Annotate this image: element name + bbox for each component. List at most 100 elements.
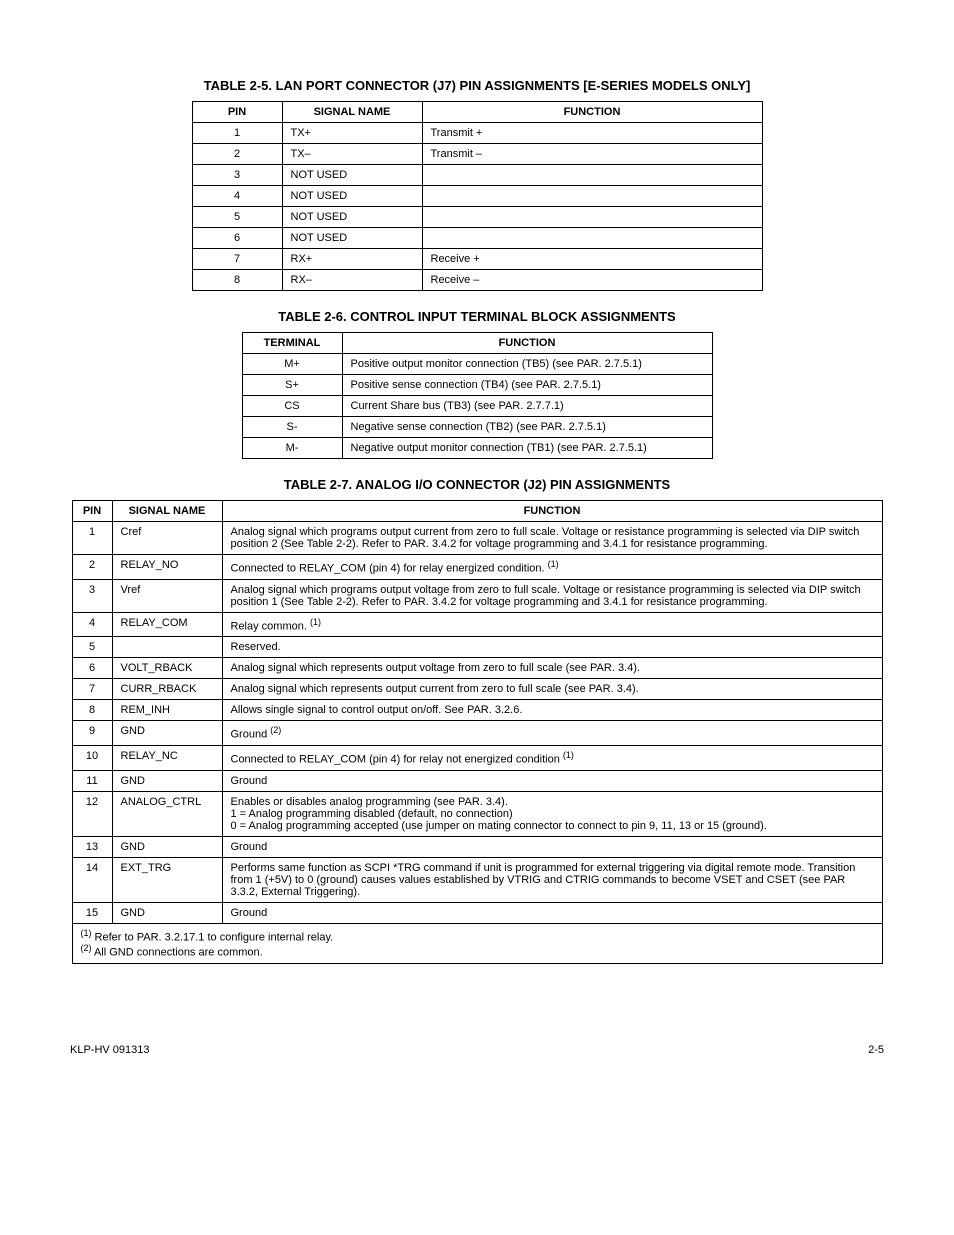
- cell-function: Transmit +: [422, 123, 762, 144]
- cell-function: [422, 228, 762, 249]
- cell-pin: 1: [72, 522, 112, 555]
- cell-pin: 14: [72, 857, 112, 902]
- cell-signal: TX–: [282, 144, 422, 165]
- cell-function: Ground: [222, 770, 882, 791]
- cell-terminal: CS: [242, 396, 342, 417]
- cell-function: Connected to RELAY_COM (pin 4) for relay…: [222, 555, 882, 580]
- footnote-1-sup: (1): [81, 928, 92, 938]
- cell-signal: GND: [112, 770, 222, 791]
- table-row: 12ANALOG_CTRLEnables or disables analog …: [72, 791, 882, 836]
- cell-function: Ground: [222, 836, 882, 857]
- cell-signal: CURR_RBACK: [112, 679, 222, 700]
- cell-pin: 4: [72, 612, 112, 637]
- table-row: 8RX–Receive –: [192, 270, 762, 291]
- th-terminal: TERMINAL: [242, 333, 342, 354]
- cell-function: Analog signal which programs output curr…: [222, 522, 882, 555]
- th-signal: SIGNAL NAME: [282, 102, 422, 123]
- table-2-5: PIN SIGNAL NAME FUNCTION 1TX+Transmit +2…: [192, 101, 763, 291]
- cell-pin: 10: [72, 745, 112, 770]
- cell-pin: 11: [72, 770, 112, 791]
- cell-function: Current Share bus (TB3) (see PAR. 2.7.7.…: [342, 396, 712, 417]
- cell-signal: GND: [112, 836, 222, 857]
- cell-signal: Vref: [112, 579, 222, 612]
- table-row: 6VOLT_RBACKAnalog signal which represent…: [72, 658, 882, 679]
- cell-signal: TX+: [282, 123, 422, 144]
- cell-pin: 8: [72, 700, 112, 721]
- table-row: 15GNDGround: [72, 902, 882, 923]
- th-signal: SIGNAL NAME: [112, 501, 222, 522]
- table-2-6: TERMINAL FUNCTION M+Positive output moni…: [242, 332, 713, 459]
- cell-pin: 2: [192, 144, 282, 165]
- cell-signal: RELAY_NO: [112, 555, 222, 580]
- cell-function: Receive +: [422, 249, 762, 270]
- table-row: 4RELAY_COMRelay common. (1): [72, 612, 882, 637]
- th-pin: PIN: [72, 501, 112, 522]
- table-row: 14EXT_TRGPerforms same function as SCPI …: [72, 857, 882, 902]
- cell-pin: 7: [72, 679, 112, 700]
- cell-function: Performs same function as SCPI *TRG comm…: [222, 857, 882, 902]
- table-row: 4NOT USED: [192, 186, 762, 207]
- cell-pin: 5: [72, 637, 112, 658]
- cell-pin: 7: [192, 249, 282, 270]
- cell-pin: 8: [192, 270, 282, 291]
- table-row: 1TX+Transmit +: [192, 123, 762, 144]
- table-2-5-title: TABLE 2-5. LAN PORT CONNECTOR (J7) PIN A…: [70, 78, 884, 93]
- cell-function: Analog signal which programs output volt…: [222, 579, 882, 612]
- table-row: S-Negative sense connection (TB2) (see P…: [242, 417, 712, 438]
- table-row: 2TX–Transmit –: [192, 144, 762, 165]
- cell-signal: GND: [112, 902, 222, 923]
- cell-function: Receive –: [422, 270, 762, 291]
- cell-pin: 1: [192, 123, 282, 144]
- cell-function: [422, 207, 762, 228]
- cell-pin: 3: [72, 579, 112, 612]
- cell-function: Analog signal which represents output cu…: [222, 679, 882, 700]
- cell-function: Positive output monitor connection (TB5)…: [342, 354, 712, 375]
- table-row: 8REM_INHAllows single signal to control …: [72, 700, 882, 721]
- cell-function: Allows single signal to control output o…: [222, 700, 882, 721]
- table-2-7-footnotes: (1) Refer to PAR. 3.2.17.1 to configure …: [72, 923, 882, 963]
- cell-function: Enables or disables analog programming (…: [222, 791, 882, 836]
- cell-function: Negative sense connection (TB2) (see PAR…: [342, 417, 712, 438]
- table-row: 5 Reserved.: [72, 637, 882, 658]
- cell-pin: 5: [192, 207, 282, 228]
- cell-terminal: M-: [242, 438, 342, 459]
- cell-function: Ground: [222, 902, 882, 923]
- table-row: 9GNDGround (2): [72, 721, 882, 746]
- cell-signal: VOLT_RBACK: [112, 658, 222, 679]
- table-row: 7RX+Receive +: [192, 249, 762, 270]
- page-footer: KLP-HV 091313 2-5: [70, 1044, 884, 1056]
- cell-function: [422, 165, 762, 186]
- cell-function: Analog signal which represents output vo…: [222, 658, 882, 679]
- cell-signal: NOT USED: [282, 165, 422, 186]
- cell-signal: NOT USED: [282, 186, 422, 207]
- table-row: 5NOT USED: [192, 207, 762, 228]
- cell-signal: GND: [112, 721, 222, 746]
- cell-signal: EXT_TRG: [112, 857, 222, 902]
- cell-function: Connected to RELAY_COM (pin 4) for relay…: [222, 745, 882, 770]
- table-row: 6NOT USED: [192, 228, 762, 249]
- cell-pin: 13: [72, 836, 112, 857]
- cell-function: Reserved.: [222, 637, 882, 658]
- cell-terminal: M+: [242, 354, 342, 375]
- cell-function: Ground (2): [222, 721, 882, 746]
- cell-signal: RELAY_NC: [112, 745, 222, 770]
- th-function: FUNCTION: [222, 501, 882, 522]
- th-pin: PIN: [192, 102, 282, 123]
- cell-signal: NOT USED: [282, 207, 422, 228]
- table-row: 3VrefAnalog signal which programs output…: [72, 579, 882, 612]
- cell-terminal: S+: [242, 375, 342, 396]
- table-row: 1CrefAnalog signal which programs output…: [72, 522, 882, 555]
- table-row: 3NOT USED: [192, 165, 762, 186]
- table-row: 13GNDGround: [72, 836, 882, 857]
- cell-signal: NOT USED: [282, 228, 422, 249]
- cell-function: Relay common. (1): [222, 612, 882, 637]
- table-row: 10RELAY_NCConnected to RELAY_COM (pin 4)…: [72, 745, 882, 770]
- th-function: FUNCTION: [422, 102, 762, 123]
- cell-signal: RX–: [282, 270, 422, 291]
- footer-left: KLP-HV 091313: [70, 1044, 150, 1056]
- table-2-7-title: TABLE 2-7. ANALOG I/O CONNECTOR (J2) PIN…: [70, 477, 884, 492]
- footnote-1-text: Refer to PAR. 3.2.17.1 to configure inte…: [92, 931, 334, 943]
- cell-pin: 6: [192, 228, 282, 249]
- cell-function: Negative output monitor connection (TB1)…: [342, 438, 712, 459]
- cell-signal: RELAY_COM: [112, 612, 222, 637]
